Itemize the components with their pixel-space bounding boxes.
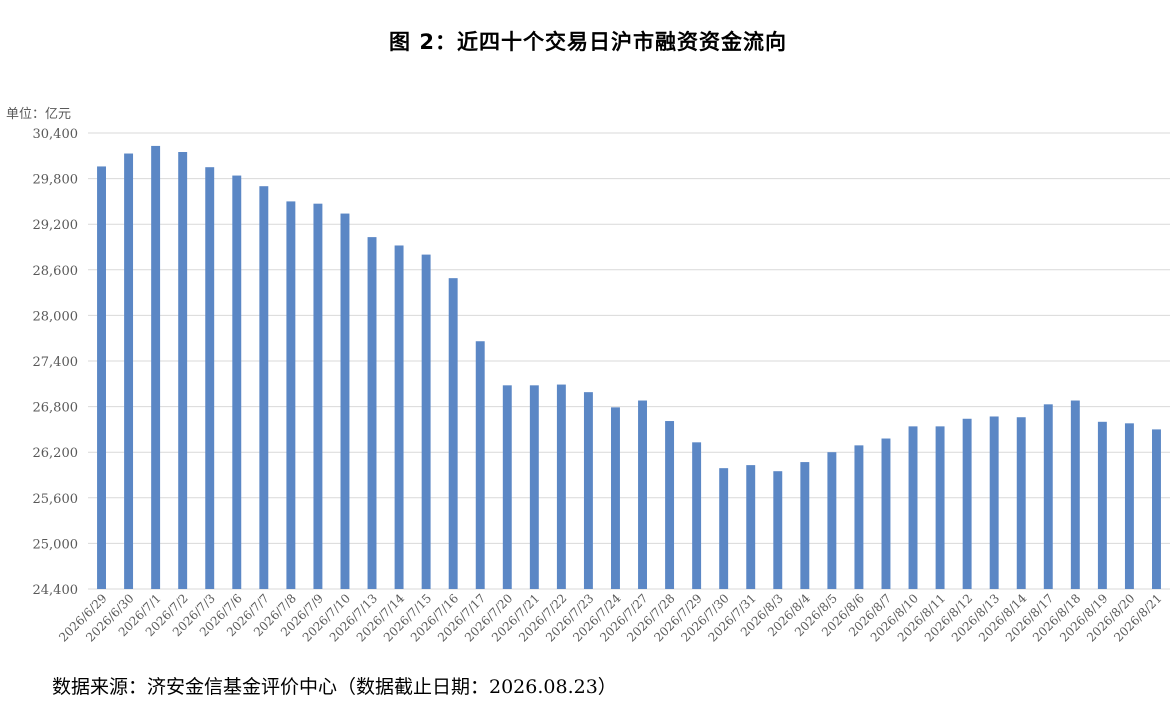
bar (854, 445, 864, 589)
bar (205, 167, 215, 589)
bar (881, 438, 891, 589)
bar (1152, 429, 1161, 589)
bar (665, 421, 675, 589)
bar (827, 452, 837, 589)
bar (1070, 400, 1080, 589)
source-note: 数据来源：济安金信基金评价中心（数据截止日期：2026.08.23） (52, 676, 617, 698)
chart-title: 图 2：近四十个交易日沪市融资资金流向 (389, 30, 787, 54)
y-tick-label: 24,400 (33, 583, 79, 598)
unit-label: 单位：亿元 (6, 107, 72, 122)
bar (692, 442, 702, 589)
bar (908, 426, 918, 589)
bars (97, 145, 1161, 590)
y-tick-label: 30,400 (33, 127, 79, 142)
y-tick-label: 25,000 (33, 537, 79, 552)
bar (719, 468, 729, 589)
y-tick-label: 29,800 (33, 173, 79, 188)
bar (259, 186, 269, 589)
bar (529, 385, 539, 589)
bar (394, 245, 404, 590)
bar (962, 418, 972, 589)
bar (421, 254, 431, 589)
y-tick-label: 26,200 (33, 446, 79, 461)
bar (286, 201, 296, 589)
bar (124, 153, 134, 589)
bar (800, 462, 810, 589)
bar (367, 237, 377, 589)
bar (340, 213, 350, 589)
bar (502, 385, 512, 589)
bar (151, 145, 161, 590)
bar (746, 465, 756, 589)
y-tick-label: 28,600 (33, 264, 79, 279)
x-tick-labels: 2026/6/292026/6/302026/7/12026/7/22026/7… (56, 591, 1164, 645)
bar (638, 400, 647, 589)
bar (1124, 423, 1134, 589)
bar (773, 471, 783, 589)
y-tick-label: 27,400 (33, 355, 79, 370)
bar (1097, 421, 1107, 589)
bar (611, 407, 620, 589)
y-tick-label: 29,200 (33, 218, 79, 233)
bar (475, 341, 485, 589)
bar (97, 166, 106, 589)
y-tick-label: 28,000 (33, 309, 79, 324)
bar (989, 416, 999, 589)
y-tick-label: 25,600 (33, 492, 79, 507)
bar (935, 426, 945, 589)
bar (583, 392, 593, 589)
y-tick-label: 26,800 (33, 401, 79, 416)
y-tick-labels: 24,400 25,000 25,600 26,200 26,800 27,400 28,0… (33, 127, 79, 598)
bar (1016, 417, 1026, 589)
bar (178, 152, 188, 589)
bar-chart: 24,400 25,000 25,600 26,200 26,800 27,400 28,0… (33, 127, 1170, 645)
bar (313, 203, 323, 589)
bar (556, 384, 566, 589)
bar (232, 175, 242, 589)
bar (448, 278, 458, 589)
grid-layer (88, 132, 1170, 590)
bar (1043, 404, 1053, 589)
